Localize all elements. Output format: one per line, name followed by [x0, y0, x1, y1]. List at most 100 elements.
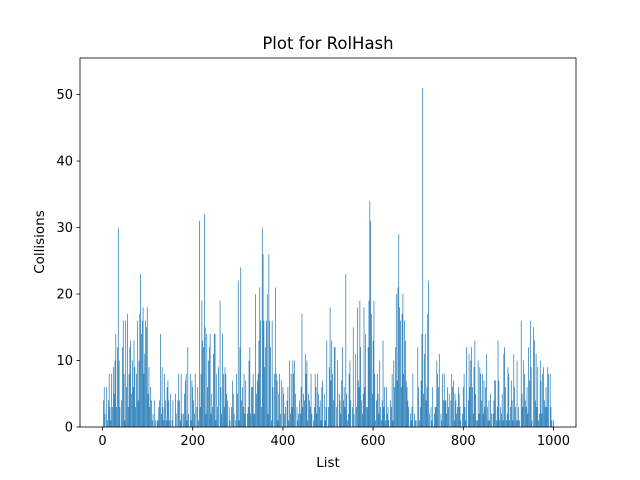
bar: [214, 333, 216, 427]
bar: [395, 294, 397, 427]
bar: [123, 373, 125, 427]
bar: [430, 407, 432, 427]
bar: [531, 420, 533, 427]
bar: [462, 413, 463, 427]
x-tick-label: 400: [270, 434, 295, 449]
bar: [376, 400, 377, 427]
bar: [436, 360, 438, 427]
bar: [425, 400, 427, 427]
bar: [175, 393, 176, 427]
plot-frame: [79, 57, 577, 428]
bar: [438, 353, 440, 427]
bar: [358, 387, 360, 427]
bar: [169, 420, 170, 427]
bar: [203, 347, 204, 427]
bar: [164, 373, 165, 427]
bar: [208, 360, 209, 427]
bar: [141, 320, 143, 427]
bar: [472, 387, 473, 427]
bar: [200, 373, 202, 427]
bar: [111, 373, 113, 427]
y-axis-ticks: 0 10 20 30 40 50: [56, 88, 80, 436]
bar: [277, 420, 279, 427]
bar: [161, 367, 163, 427]
bar: [418, 387, 419, 427]
bar: [496, 420, 497, 427]
bar: [264, 367, 266, 427]
bar: [159, 400, 160, 427]
bar: [447, 387, 448, 427]
bar: [524, 400, 526, 427]
bar: [294, 360, 295, 427]
bar: [336, 407, 338, 427]
bar: [314, 373, 316, 427]
bar: [235, 420, 237, 427]
bar: [432, 387, 434, 427]
bar: [529, 380, 530, 427]
y-axis-label: Collisions: [32, 210, 48, 274]
bar: [212, 407, 213, 427]
bar: [347, 420, 348, 427]
bar: [387, 407, 389, 427]
bar: [357, 380, 359, 427]
bar: [103, 400, 104, 427]
bar: [475, 393, 477, 427]
bar: [419, 407, 421, 427]
bar: [382, 340, 384, 427]
bar: [546, 407, 548, 427]
bar: [347, 413, 349, 427]
bar: [457, 407, 458, 427]
bar: [135, 407, 137, 427]
bar: [426, 387, 428, 427]
bar: [528, 347, 529, 427]
bar: [254, 413, 256, 427]
bar: [500, 407, 501, 427]
bar: [334, 347, 336, 427]
bar: [431, 420, 433, 427]
bar: [549, 373, 551, 427]
bar: [269, 320, 271, 427]
bar: [155, 420, 156, 427]
bar: [392, 420, 394, 427]
bar: [256, 393, 257, 427]
bar: [311, 413, 313, 427]
bar: [467, 400, 469, 427]
bar: [196, 407, 198, 427]
bar: [370, 220, 371, 427]
bar: [398, 234, 400, 427]
bar: [342, 347, 343, 427]
bar: [147, 393, 149, 427]
bar: [510, 407, 511, 427]
bar: [290, 413, 291, 427]
bar: [319, 400, 321, 427]
bar: [400, 320, 401, 427]
bar: [455, 400, 457, 427]
x-tick-label: 1000: [537, 434, 570, 449]
bar: [266, 294, 268, 427]
bar: [154, 400, 156, 427]
bar: [446, 413, 448, 427]
bar: [261, 227, 263, 427]
bar: [187, 347, 189, 427]
bar: [479, 367, 481, 427]
bar: [493, 400, 495, 427]
bar: [145, 320, 146, 427]
bar: [333, 347, 335, 427]
bar: [289, 360, 290, 427]
bar: [477, 360, 479, 427]
bar: [538, 420, 539, 427]
bar: [160, 413, 162, 427]
bar: [361, 400, 362, 427]
bar: [130, 340, 132, 427]
bar: [309, 400, 310, 427]
bar: [501, 393, 503, 427]
bar: [508, 373, 510, 427]
bar: [232, 380, 233, 427]
bar: [428, 280, 429, 427]
bar: [487, 420, 489, 427]
bar: [163, 420, 165, 427]
bar: [121, 400, 122, 427]
bar: [304, 400, 305, 427]
bar: [374, 373, 376, 427]
bar: [534, 400, 536, 427]
